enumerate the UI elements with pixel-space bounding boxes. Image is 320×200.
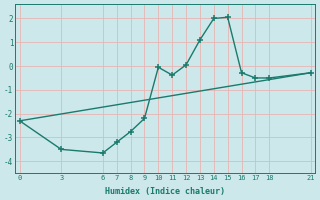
X-axis label: Humidex (Indice chaleur): Humidex (Indice chaleur) xyxy=(105,187,225,196)
